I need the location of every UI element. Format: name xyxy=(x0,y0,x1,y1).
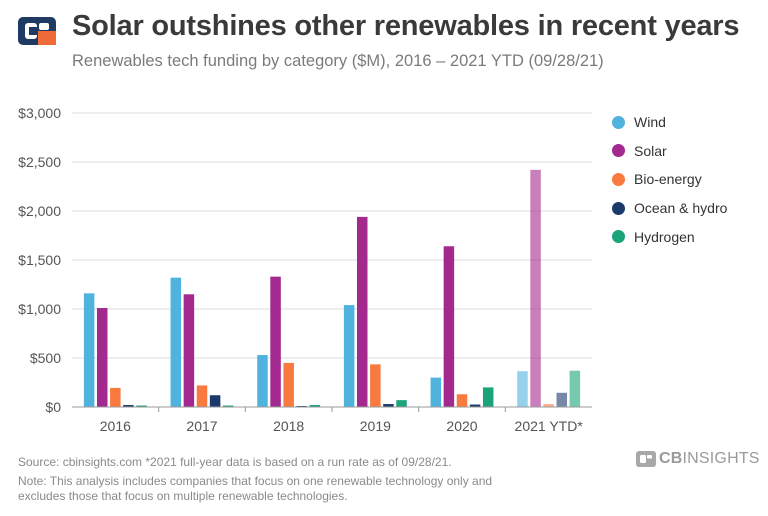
x-tick-label: 2020 xyxy=(446,418,477,434)
legend-item-solar: Solar xyxy=(612,137,727,166)
legend-swatch xyxy=(612,172,625,186)
legend-label: Solar xyxy=(634,142,667,159)
source-note: Source: cbinsights.com *2021 full-year d… xyxy=(18,455,452,469)
cb-brand-icon xyxy=(636,451,656,467)
legend-label: Ocean & hydro xyxy=(634,200,728,217)
bar-bio-energy-2019 xyxy=(370,364,381,407)
legend-swatch xyxy=(612,144,625,158)
legend-swatch xyxy=(612,230,625,244)
bar-ocean-hydro-2019 xyxy=(383,404,394,407)
bar-bio-energy-2020 xyxy=(456,394,468,407)
methodology-note-line2: excludes those that focus on multiple re… xyxy=(18,489,348,503)
bar-wind-2017 xyxy=(170,277,182,407)
bar-wind-2019 xyxy=(343,305,355,407)
brand-footer: CBINSIGHTS xyxy=(636,450,760,468)
bar-ocean-hydro-2021ytd xyxy=(556,392,568,407)
bar-hydrogen-2019 xyxy=(396,400,407,407)
gridlines xyxy=(72,112,592,359)
bar-ocean-hydro-2020 xyxy=(469,404,481,407)
axes: $0 $500 $1,000 $1,500 $2,000 $2,500 $3,000 2016… xyxy=(18,105,592,434)
bar-solar-2020 xyxy=(443,246,455,407)
y-tick-label: $3,000 xyxy=(18,105,61,121)
bar-hydrogen-2017 xyxy=(222,405,234,407)
legend-label: Hydrogen xyxy=(634,228,695,245)
bar-solar-2019 xyxy=(356,216,368,407)
bar-solar-2016 xyxy=(96,308,108,407)
cb-insights-logo-icon xyxy=(18,17,56,45)
bar-ocean-hydro-2016 xyxy=(123,405,134,407)
bar-bio-energy-2018 xyxy=(283,362,294,407)
chart-title: Solar outshines other renewables in rece… xyxy=(72,10,740,42)
x-tick-label: 2017 xyxy=(186,418,217,434)
y-tick-label: $1,000 xyxy=(18,301,61,317)
bar-bio-energy-2017 xyxy=(196,385,208,407)
legend-item-hydrogen: Hydrogen xyxy=(612,222,727,251)
bar-hydrogen-2016 xyxy=(136,405,147,407)
chart-subtitle: Renewables tech funding by category ($M)… xyxy=(72,52,604,70)
x-tick-label: 2018 xyxy=(273,418,304,434)
legend-item-ocean-hydro: Ocean & hydro xyxy=(612,194,727,223)
bars xyxy=(83,169,581,407)
bar-hydrogen-2021ytd xyxy=(569,370,581,407)
legend-swatch xyxy=(612,201,625,215)
legend-item-wind: Wind xyxy=(612,108,727,137)
legend-label: Bio-energy xyxy=(634,171,702,188)
bar-bio-energy-2021ytd xyxy=(543,404,554,407)
bar-wind-2021ytd xyxy=(517,371,528,407)
legend-label: Wind xyxy=(634,114,666,131)
y-tick-label: $0 xyxy=(45,399,61,415)
legend-item-bio-energy: Bio-energy xyxy=(612,165,727,194)
methodology-note-line1: Note: This analysis includes companies t… xyxy=(18,474,493,488)
bar-solar-2018 xyxy=(270,276,281,407)
legend: Wind Solar Bio-energy Ocean & hydro Hydrogen xyxy=(612,108,727,251)
bar-wind-2016 xyxy=(83,293,95,407)
bar-solar-2017 xyxy=(183,294,195,407)
bar-wind-2020 xyxy=(430,377,442,407)
y-tick-label: $1,500 xyxy=(18,252,61,268)
bar-bio-energy-2016 xyxy=(110,387,121,407)
bar-solar-2021ytd xyxy=(530,169,541,407)
y-tick-label: $500 xyxy=(30,350,61,366)
x-tick-label: 2019 xyxy=(360,418,391,434)
bar-ocean-hydro-2017 xyxy=(209,395,221,407)
bar-hydrogen-2020 xyxy=(482,387,494,407)
y-tick-label: $2,500 xyxy=(18,154,61,170)
legend-swatch xyxy=(612,115,625,129)
brand-wordmark: CBINSIGHTS xyxy=(659,450,760,467)
bar-wind-2018 xyxy=(257,355,268,407)
x-tick-label: 2016 xyxy=(100,418,131,434)
bar-hydrogen-2018 xyxy=(309,405,321,407)
x-tick-label: 2021 YTD* xyxy=(515,418,584,434)
y-tick-label: $2,000 xyxy=(18,203,61,219)
